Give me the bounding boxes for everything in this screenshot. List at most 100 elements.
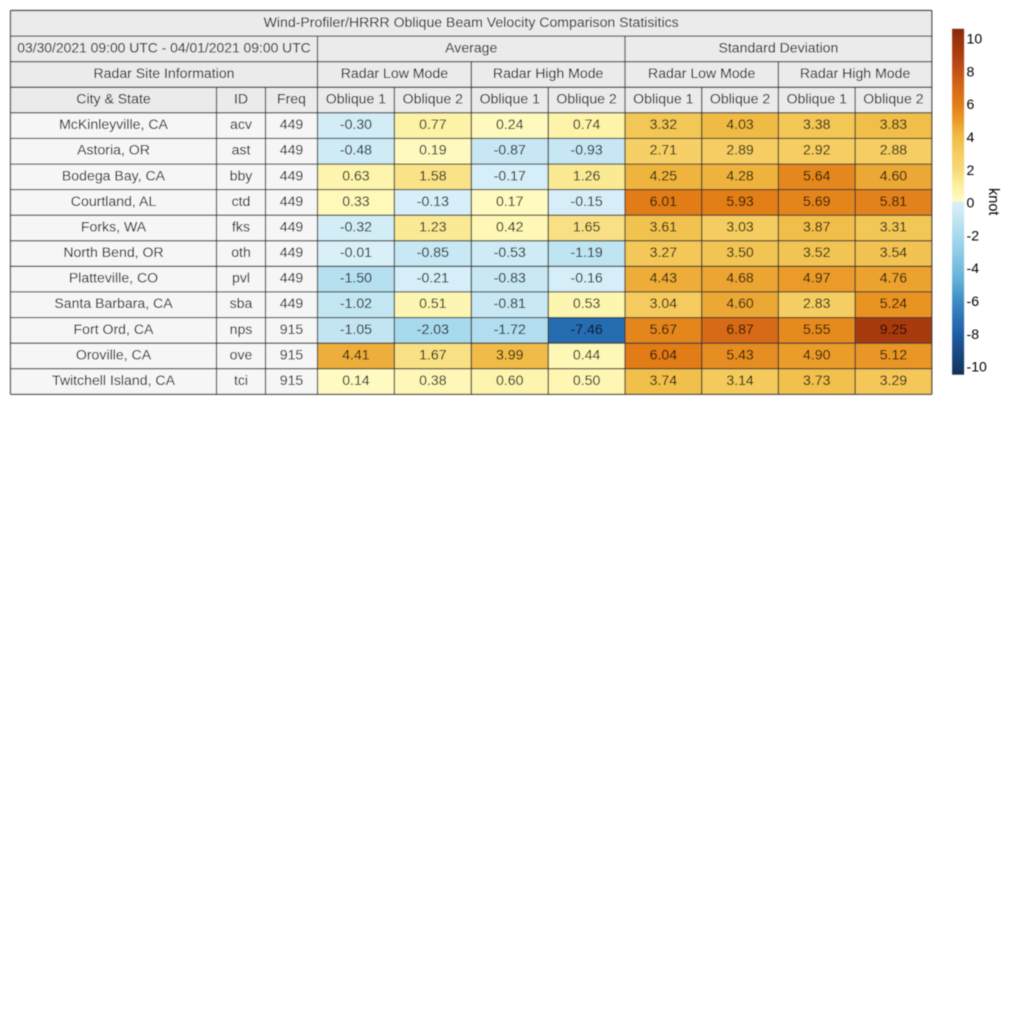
svg-text:Astoria, OR: Astoria, OR — [77, 142, 150, 158]
svg-text:2: 2 — [967, 162, 975, 178]
svg-text:-0.93: -0.93 — [571, 142, 603, 158]
svg-text:5.12: 5.12 — [880, 346, 908, 362]
svg-text:4.03: 4.03 — [726, 116, 754, 132]
svg-text:3.27: 3.27 — [650, 244, 678, 260]
svg-text:1.23: 1.23 — [419, 218, 447, 234]
svg-text:4.25: 4.25 — [650, 167, 678, 183]
svg-text:3.52: 3.52 — [803, 244, 831, 260]
svg-text:915: 915 — [280, 321, 304, 337]
svg-text:0.74: 0.74 — [573, 116, 601, 132]
svg-text:1.67: 1.67 — [419, 346, 447, 362]
svg-text:acv: acv — [230, 116, 252, 132]
svg-text:-0.81: -0.81 — [494, 295, 526, 311]
svg-text:Bodega Bay, CA: Bodega Bay, CA — [62, 167, 166, 183]
svg-text:bby: bby — [230, 167, 254, 183]
svg-text:0.24: 0.24 — [496, 116, 524, 132]
svg-text:Radar Low Mode: Radar Low Mode — [648, 65, 755, 81]
svg-text:-0.85: -0.85 — [417, 244, 449, 260]
svg-text:pvl: pvl — [232, 270, 250, 286]
svg-text:-2: -2 — [967, 227, 980, 243]
svg-text:oth: oth — [231, 244, 251, 260]
svg-text:tci: tci — [234, 372, 248, 388]
svg-text:Radar High Mode: Radar High Mode — [800, 65, 911, 81]
svg-text:5.55: 5.55 — [803, 321, 831, 337]
svg-text:1.65: 1.65 — [573, 218, 601, 234]
svg-text:0.33: 0.33 — [342, 193, 370, 209]
svg-text:-0.32: -0.32 — [340, 218, 372, 234]
svg-text:4.60: 4.60 — [726, 295, 754, 311]
svg-text:4.68: 4.68 — [726, 270, 754, 286]
svg-text:449: 449 — [280, 244, 304, 260]
svg-text:3.87: 3.87 — [803, 218, 831, 234]
svg-text:0: 0 — [967, 195, 975, 211]
svg-text:3.50: 3.50 — [726, 244, 754, 260]
svg-text:1.58: 1.58 — [419, 167, 447, 183]
svg-text:Oblique 1: Oblique 1 — [787, 91, 847, 107]
svg-text:449: 449 — [280, 116, 304, 132]
svg-text:3.32: 3.32 — [650, 116, 678, 132]
svg-text:4.60: 4.60 — [880, 167, 908, 183]
svg-text:City & State: City & State — [76, 91, 151, 107]
svg-text:3.31: 3.31 — [880, 218, 908, 234]
svg-text:ast: ast — [232, 142, 251, 158]
svg-text:-0.21: -0.21 — [417, 270, 449, 286]
svg-text:6: 6 — [967, 96, 975, 112]
svg-text:449: 449 — [280, 167, 304, 183]
svg-text:4.28: 4.28 — [726, 167, 754, 183]
svg-text:-0.30: -0.30 — [340, 116, 372, 132]
svg-text:3.29: 3.29 — [880, 372, 908, 388]
svg-text:Twitchell Island, CA: Twitchell Island, CA — [52, 372, 176, 388]
svg-text:-0.53: -0.53 — [494, 244, 526, 260]
svg-text:6.04: 6.04 — [650, 346, 678, 362]
svg-text:ctd: ctd — [232, 193, 251, 209]
svg-text:8: 8 — [967, 63, 975, 79]
svg-text:6.87: 6.87 — [726, 321, 754, 337]
svg-text:5.69: 5.69 — [803, 193, 831, 209]
svg-text:5.24: 5.24 — [880, 295, 908, 311]
svg-text:449: 449 — [280, 270, 304, 286]
svg-text:0.17: 0.17 — [496, 193, 524, 209]
svg-text:5.64: 5.64 — [803, 167, 831, 183]
svg-text:fks: fks — [232, 218, 250, 234]
svg-text:4.41: 4.41 — [342, 346, 370, 362]
svg-text:Average: Average — [445, 39, 497, 55]
svg-text:03/30/2021 09:00 UTC - 04/01/2: 03/30/2021 09:00 UTC - 04/01/2021 09:00 … — [17, 39, 310, 55]
svg-text:-4: -4 — [967, 260, 980, 276]
svg-text:-0.83: -0.83 — [494, 270, 526, 286]
svg-text:5.67: 5.67 — [650, 321, 678, 337]
svg-text:0.51: 0.51 — [419, 295, 447, 311]
svg-text:Radar Low Mode: Radar Low Mode — [341, 65, 448, 81]
svg-text:0.53: 0.53 — [573, 295, 601, 311]
svg-text:Oblique 2: Oblique 2 — [863, 91, 923, 107]
svg-text:0.19: 0.19 — [419, 142, 447, 158]
svg-text:0.38: 0.38 — [419, 372, 447, 388]
svg-text:2.92: 2.92 — [803, 142, 831, 158]
svg-text:-1.72: -1.72 — [494, 321, 526, 337]
svg-text:0.50: 0.50 — [573, 372, 601, 388]
svg-text:-1.05: -1.05 — [340, 321, 372, 337]
svg-text:Oblique 2: Oblique 2 — [710, 91, 770, 107]
svg-text:3.54: 3.54 — [880, 244, 908, 260]
svg-text:Oblique 1: Oblique 1 — [633, 91, 693, 107]
svg-text:-2.03: -2.03 — [417, 321, 449, 337]
svg-text:Wind-Profiler/HRRR Oblique Bea: Wind-Profiler/HRRR Oblique Beam Velocity… — [264, 14, 679, 30]
svg-text:Courtland, AL: Courtland, AL — [71, 193, 157, 209]
svg-text:6.01: 6.01 — [650, 193, 678, 209]
svg-text:2.83: 2.83 — [803, 295, 831, 311]
svg-text:-1.02: -1.02 — [340, 295, 372, 311]
svg-text:-1.19: -1.19 — [571, 244, 603, 260]
svg-text:Oblique 2: Oblique 2 — [556, 91, 616, 107]
svg-text:Radar High Mode: Radar High Mode — [493, 65, 604, 81]
svg-text:3.14: 3.14 — [726, 372, 754, 388]
svg-text:449: 449 — [280, 218, 304, 234]
svg-text:4.76: 4.76 — [880, 270, 908, 286]
svg-text:4.43: 4.43 — [650, 270, 678, 286]
svg-text:2.88: 2.88 — [880, 142, 908, 158]
svg-text:-0.17: -0.17 — [494, 167, 526, 183]
svg-text:Oblique 1: Oblique 1 — [326, 91, 386, 107]
svg-text:915: 915 — [280, 346, 304, 362]
svg-text:3.03: 3.03 — [726, 218, 754, 234]
svg-text:4: 4 — [967, 129, 975, 145]
svg-text:ID: ID — [234, 91, 248, 107]
svg-text:0.44: 0.44 — [573, 346, 601, 362]
